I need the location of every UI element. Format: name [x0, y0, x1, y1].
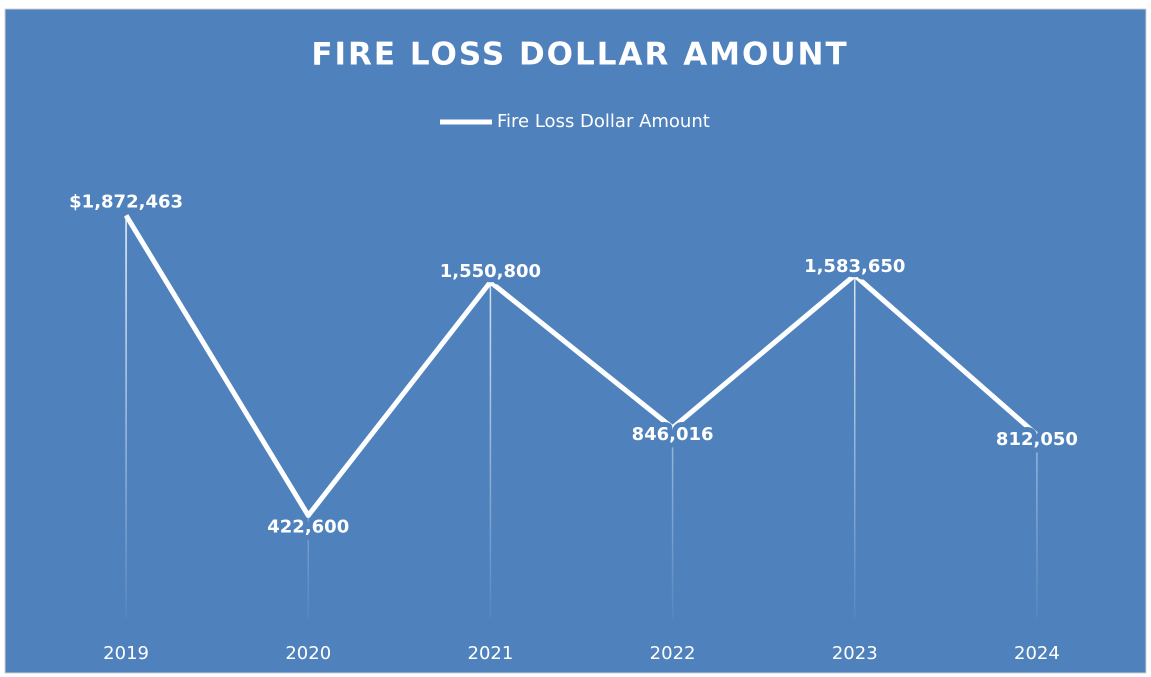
x-tick-label: 2024 — [1014, 643, 1060, 664]
x-tick-label: 2020 — [285, 643, 331, 664]
x-tick-label: 2022 — [650, 643, 696, 664]
chart-background — [4, 8, 1147, 674]
x-tick-label: 2023 — [832, 643, 878, 664]
data-label: $1,872,463 — [69, 191, 183, 212]
data-label: 1,583,650 — [804, 256, 905, 277]
data-label: 846,016 — [632, 424, 714, 445]
series-line — [123, 214, 1039, 519]
legend-label: Fire Loss Dollar Amount — [497, 111, 710, 132]
data-label: 812,050 — [996, 429, 1078, 450]
x-tick-label: 2019 — [103, 643, 149, 664]
data-label: 1,550,800 — [440, 261, 541, 282]
x-tick-label: 2021 — [468, 643, 514, 664]
chart-title: FIRE LOSS DOLLAR AMOUNT — [311, 37, 848, 73]
data-label: 422,600 — [267, 517, 349, 538]
